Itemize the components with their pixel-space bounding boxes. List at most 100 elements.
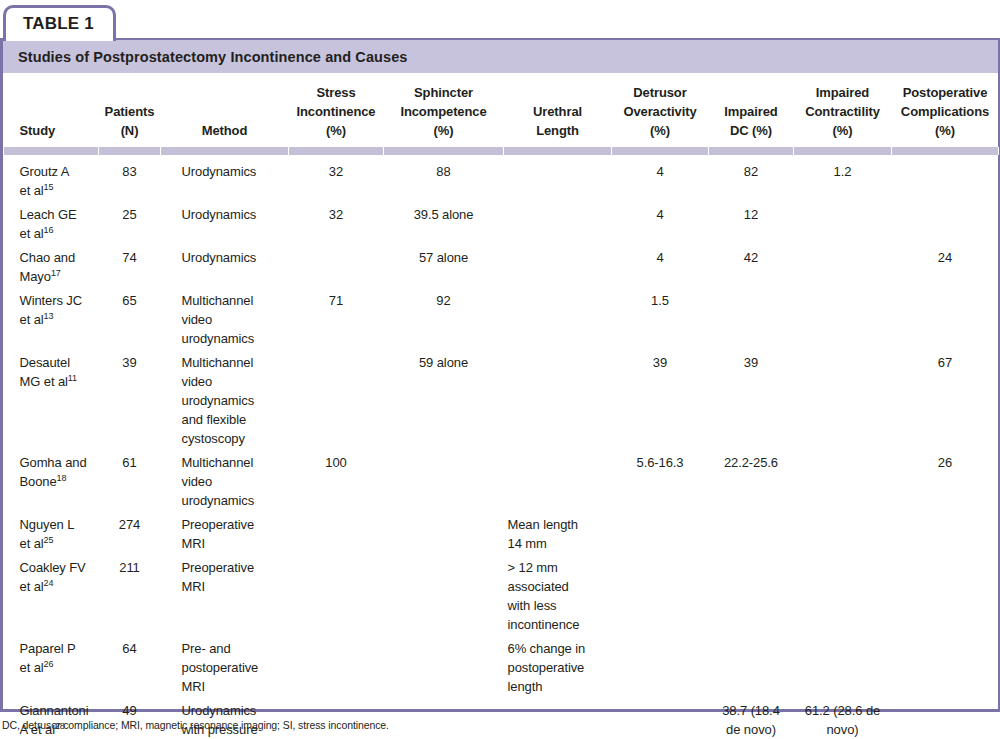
reference-superscript: 15 [44, 182, 54, 192]
table-number-tab: TABLE 1 [3, 5, 116, 41]
cell-impaired-dc: 38.7 (18.4 de novo) [709, 698, 794, 739]
cell-method: Multichannel video urodynamics [161, 450, 289, 512]
cell-detrusor [612, 512, 709, 555]
cell-detrusor: 4 [612, 202, 709, 245]
cell-patients: 274 [99, 512, 161, 555]
cell-contractility [794, 450, 892, 512]
cell-ureth [504, 450, 612, 512]
cell-method: Multichannel video urodynamics [161, 288, 289, 350]
cell-impaired-dc [709, 512, 794, 555]
reference-superscript: 18 [57, 473, 67, 483]
table-title-band: Studies of Postprostatectomy Incontinenc… [3, 40, 998, 73]
cell-contractility: 1.2 [794, 155, 892, 202]
reference-superscript: 13 [44, 311, 54, 321]
reference-superscript: 25 [44, 535, 54, 545]
reference-superscript: 16 [44, 225, 54, 235]
table-row: Winters JC et al1365Multichannel video u… [4, 288, 999, 350]
cell-study: Winters JC et al13 [4, 288, 99, 350]
cell-method: Pre- and postoperative MRI [161, 636, 289, 698]
column-header-postoperative-complications: Postoperative Complications (%) [892, 73, 999, 147]
cell-impaired-dc [709, 636, 794, 698]
cell-impaired-dc: 39 [709, 350, 794, 450]
cell-sphincter [384, 512, 504, 555]
table-row: Paparel P et al2664Pre- and postoperativ… [4, 636, 999, 698]
cell-patients: 61 [99, 450, 161, 512]
cell-stress: 32 [289, 202, 384, 245]
cell-method: Preoperative MRI [161, 512, 289, 555]
cell-study: Nguyen L et al25 [4, 512, 99, 555]
cell-postop [892, 636, 999, 698]
cell-postop [892, 698, 999, 739]
column-header-patients: Patients (N) [99, 73, 161, 147]
cell-stress [289, 636, 384, 698]
cell-study: Gomha and Boone18 [4, 450, 99, 512]
cell-method: Urodynamics [161, 202, 289, 245]
cell-stress [289, 512, 384, 555]
cell-contractility [794, 636, 892, 698]
cell-study: Coakley FV et al24 [4, 555, 99, 636]
reference-superscript: 26 [44, 659, 54, 669]
cell-sphincter: 39.5 alone [384, 202, 504, 245]
cell-impaired-dc: 42 [709, 245, 794, 288]
cell-sphincter: 92 [384, 288, 504, 350]
reference-superscript: 24 [44, 578, 54, 588]
cell-ureth: Mean length 14 mm [504, 512, 612, 555]
table-row: Leach GE et al1625Urodynamics3239.5 alon… [4, 202, 999, 245]
cell-study: Groutz A et al15 [4, 155, 99, 202]
cell-study: Leach GE et al16 [4, 202, 99, 245]
cell-method: Preoperative MRI [161, 555, 289, 636]
cell-sphincter [384, 636, 504, 698]
cell-study: Desautel MG et al11 [4, 350, 99, 450]
header-separator [4, 147, 999, 155]
cell-method: Urodynamics [161, 155, 289, 202]
cell-patients: 25 [99, 202, 161, 245]
reference-superscript: 11 [68, 373, 77, 383]
studies-table: Study Patients (N) Method Stress Inconti… [3, 73, 999, 739]
cell-patients: 83 [99, 155, 161, 202]
cell-stress: 32 [289, 155, 384, 202]
column-header-impaired-contractility: Impaired Contractility (%) [794, 73, 892, 147]
cell-postop [892, 555, 999, 636]
cell-method: Multichannel video urodynamics and flexi… [161, 350, 289, 450]
cell-contractility [794, 288, 892, 350]
cell-impaired-dc: 12 [709, 202, 794, 245]
cell-postop: 26 [892, 450, 999, 512]
cell-stress [289, 350, 384, 450]
cell-detrusor: 4 [612, 155, 709, 202]
cell-postop [892, 512, 999, 555]
cell-stress [289, 555, 384, 636]
cell-contractility [794, 245, 892, 288]
column-header-detrusor-overactivity: Detrusor Overactivity (%) [612, 73, 709, 147]
cell-patients: 39 [99, 350, 161, 450]
cell-ureth [504, 698, 612, 739]
table-row: Nguyen L et al25274Preoperative MRI Mean … [4, 512, 999, 555]
cell-stress: 100 [289, 450, 384, 512]
cell-sphincter [384, 450, 504, 512]
column-header-method: Method [161, 73, 289, 147]
cell-contractility [794, 555, 892, 636]
cell-contractility [794, 202, 892, 245]
cell-postop [892, 288, 999, 350]
header-row: Study Patients (N) Method Stress Inconti… [4, 73, 999, 147]
cell-ureth: > 12 mm associated with less incontinenc… [504, 555, 612, 636]
cell-contractility [794, 350, 892, 450]
column-header-urethral-length: Urethral Length [504, 73, 612, 147]
table-row: Groutz A et al1583Urodynamics32884821.2 [4, 155, 999, 202]
cell-sphincter [384, 555, 504, 636]
cell-impaired-dc [709, 555, 794, 636]
table-row: Desautel MG et al1139Multichannel video … [4, 350, 999, 450]
cell-postop: 24 [892, 245, 999, 288]
column-header-impaired-dc: Impaired DC (%) [709, 73, 794, 147]
cell-postop: 67 [892, 350, 999, 450]
cell-sphincter [384, 698, 504, 739]
cell-ureth [504, 202, 612, 245]
cell-study: Paparel P et al26 [4, 636, 99, 698]
cell-sphincter: 59 alone [384, 350, 504, 450]
table-row: Coakley FV et al24211Preoperative MRI> 1… [4, 555, 999, 636]
table-footnote: DC, detrusor compliance; MRI, magnetic r… [2, 719, 389, 731]
column-header-study: Study [4, 73, 99, 147]
cell-stress: 71 [289, 288, 384, 350]
cell-detrusor: 1.5 [612, 288, 709, 350]
cell-ureth: 6% change in postoperative length [504, 636, 612, 698]
cell-postop [892, 155, 999, 202]
